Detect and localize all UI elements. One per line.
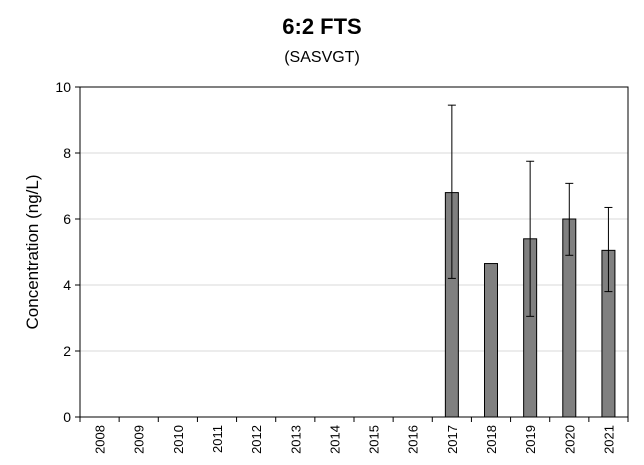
x-tick-label: 2010 xyxy=(171,425,186,454)
gridlines xyxy=(80,152,628,352)
x-tick-label: 2018 xyxy=(484,425,499,454)
x-tick-label: 2020 xyxy=(562,425,577,454)
y-tick-label: 2 xyxy=(63,343,71,359)
x-axis: 2008 2009 2010 2011 2012 2013 2014 2015 2016 2017… xyxy=(79,417,629,454)
x-tick-label: 2008 xyxy=(93,425,108,454)
x-tick-label: 2012 xyxy=(249,425,264,454)
x-tick-label: 2011 xyxy=(210,425,225,453)
y-tick-label: 4 xyxy=(63,277,71,293)
y-tick-label: 6 xyxy=(63,211,71,227)
x-tick-label: 2017 xyxy=(445,425,460,454)
x-tick-label: 2009 xyxy=(132,425,147,454)
error-bars xyxy=(447,104,613,317)
chart-title: 6:2 FTS xyxy=(282,14,362,39)
y-tick-label: 10 xyxy=(55,79,71,95)
chart-subtitle: (SASVGT) xyxy=(284,49,360,66)
x-tick-label: 2019 xyxy=(523,425,538,454)
x-tick-label: 2014 xyxy=(327,425,342,454)
x-tick-label: 2013 xyxy=(288,425,303,454)
x-tick-label: 2016 xyxy=(406,425,421,454)
bar xyxy=(484,263,498,418)
x-tick-label: 2015 xyxy=(367,425,382,454)
y-tick-label: 0 xyxy=(63,409,71,425)
plot-area-frame xyxy=(79,86,629,418)
y-axis: 0 2 4 6 8 10 xyxy=(55,79,80,425)
x-tick-label: 2021 xyxy=(601,425,616,454)
y-tick-label: 8 xyxy=(63,145,71,161)
y-axis-label: Concentration (ng/L) xyxy=(23,175,42,330)
